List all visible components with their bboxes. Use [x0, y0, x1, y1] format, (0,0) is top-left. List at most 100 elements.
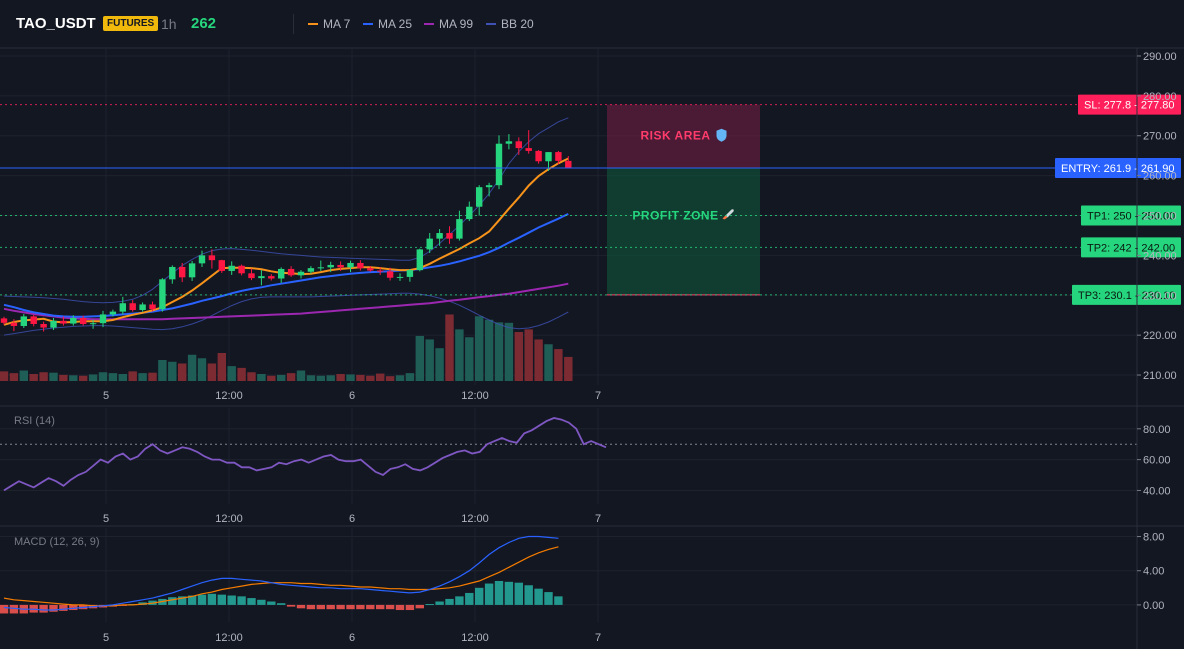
candle: [208, 249, 216, 269]
candle-body: [218, 260, 225, 271]
volume-bar: [257, 374, 266, 381]
candle-body: [248, 273, 255, 279]
level-badge: [1081, 237, 1181, 258]
macd-tick-label: 4.00: [1143, 566, 1164, 578]
volume-bar: [9, 373, 19, 381]
level-label: ENTRY: 261.9 - 261.90: [1061, 163, 1175, 175]
volume-bar: [148, 372, 157, 381]
candle: [169, 265, 176, 284]
candle: [416, 248, 423, 272]
moving-averages: [3, 157, 569, 326]
volume-bar: [158, 360, 167, 381]
symbol-name[interactable]: TAO_USDT: [16, 15, 96, 32]
candle: [317, 260, 324, 271]
candle: [287, 266, 295, 277]
candle: [238, 264, 245, 276]
macd-histogram-bar: [286, 604, 296, 607]
volume-bar: [39, 372, 48, 381]
candle: [377, 267, 384, 275]
price-tick-label: 240.00: [1143, 250, 1177, 262]
candle: [337, 261, 344, 271]
price-tick-label: 260.00: [1143, 171, 1177, 183]
volume-bar: [138, 373, 147, 381]
candle: [258, 270, 265, 286]
legend-ma99[interactable]: MA 99: [424, 17, 473, 31]
volume-bar: [217, 353, 226, 381]
candle-body: [0, 318, 8, 323]
macd-histogram-bar: [178, 596, 187, 605]
candle-body: [169, 266, 176, 280]
macd-indicator: [0, 535, 563, 614]
candle: [396, 273, 404, 281]
candle-body: [317, 267, 324, 269]
volume-bar: [0, 371, 9, 381]
macd-histogram-bar: [9, 604, 19, 614]
rocket-icon: [722, 209, 734, 220]
candle-body: [386, 271, 394, 278]
candle-body: [70, 317, 77, 324]
rocket-flame: [722, 215, 728, 220]
volume-bar: [554, 349, 563, 381]
shield-icon: [716, 128, 727, 142]
candle-body: [565, 160, 572, 168]
candle: [89, 319, 97, 329]
time-tick-label: 12:00: [461, 632, 489, 644]
candle-body: [466, 206, 473, 220]
bb-lower-line: [3, 292, 569, 336]
candle-body: [367, 268, 374, 271]
rocket-body: [725, 209, 734, 218]
candle-body: [30, 316, 37, 324]
candle: [555, 150, 562, 165]
time-tick-label: 6: [349, 632, 355, 644]
volume-bar: [326, 375, 335, 381]
volume-bar: [306, 375, 316, 381]
volume-bar: [534, 339, 543, 381]
volume-bar: [69, 375, 78, 381]
candle-body: [456, 219, 463, 239]
candle-body: [485, 185, 493, 188]
macd-histogram-bar: [544, 592, 553, 605]
candle-body: [139, 304, 146, 311]
candle-body: [60, 320, 67, 324]
legend-bb20[interactable]: BB 20: [486, 17, 534, 31]
macd-histogram-bar: [376, 604, 385, 610]
volume-bar: [385, 376, 395, 381]
volume-bar: [29, 374, 38, 381]
rsi-tick-label: 60.00: [1143, 455, 1171, 467]
candle-body: [327, 264, 334, 268]
candle: [228, 261, 235, 275]
candle: [20, 314, 27, 328]
candle-body: [228, 265, 235, 271]
candle-body: [307, 268, 315, 272]
timeframe-label[interactable]: 1h: [161, 16, 177, 32]
level-badge: [1081, 205, 1181, 226]
volume-bar: [455, 329, 464, 381]
price-tick-label: 270.00: [1143, 131, 1177, 143]
volume-bar: [49, 372, 58, 381]
candle: [565, 156, 572, 169]
bb-upper-line: [3, 117, 569, 304]
macd-tick-label: 0.00: [1143, 600, 1164, 612]
legend-ma7[interactable]: MA 7: [308, 17, 350, 31]
candlesticks[interactable]: [0, 130, 572, 332]
volume-bar: [356, 374, 365, 381]
volume-bar: [227, 366, 236, 381]
candle-body: [337, 264, 344, 268]
macd-histogram-bar: [385, 604, 395, 610]
candle-body: [377, 270, 384, 272]
candle-body: [357, 262, 364, 269]
legend-ma25[interactable]: MA 25: [363, 17, 412, 31]
legend-label-ma7: MA 7: [323, 17, 351, 31]
candle: [218, 259, 225, 273]
candle: [357, 260, 364, 271]
candle-body: [495, 143, 503, 186]
candle-body: [238, 265, 245, 274]
time-tick-label: 6: [349, 390, 355, 402]
time-tick-label: 7: [595, 513, 601, 525]
time-axes: 5 12:00 6 12:00 7 5 12:00 6 12:00 7 5 12:00 6 12:00 7: [103, 390, 601, 644]
volume-bar: [435, 348, 444, 381]
time-tick-label: 12:00: [215, 390, 243, 402]
candle-body: [99, 314, 107, 324]
